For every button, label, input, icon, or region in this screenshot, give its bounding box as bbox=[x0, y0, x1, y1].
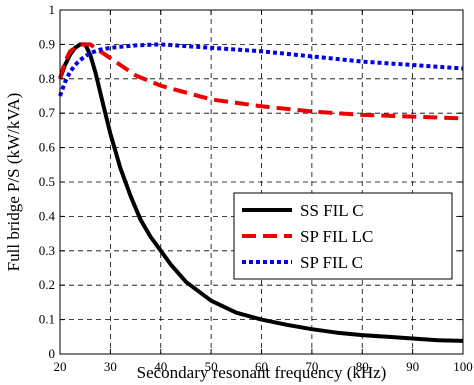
x-tick-label: 20 bbox=[54, 359, 67, 374]
y-tick-label: 0.1 bbox=[39, 312, 55, 327]
x-tick-label: 100 bbox=[453, 359, 473, 374]
x-tick-label: 70 bbox=[305, 359, 318, 374]
series-lines bbox=[58, 42, 464, 343]
x-tick-label: 90 bbox=[406, 359, 419, 374]
y-tick-label: 0.5 bbox=[39, 174, 55, 189]
axis-ticks: 20 30 40 50 60 70 80 90 100 0 0.1 0.2 0.3 0.4 0.5 0.6 0.… bbox=[39, 2, 473, 374]
y-tick-label: 1 bbox=[49, 2, 56, 17]
y-tick-label: 0.8 bbox=[39, 71, 55, 86]
y-axis-label: Full bridge P/S (kW/kVA) bbox=[4, 93, 23, 272]
y-tick-label: 0.9 bbox=[39, 36, 55, 51]
y-tick-label: 0 bbox=[49, 346, 56, 361]
series-line-sp-fil-lc bbox=[58, 42, 464, 121]
y-tick-label: 0.6 bbox=[39, 140, 56, 155]
y-tick-label: 0.2 bbox=[39, 277, 55, 292]
y-tick-label: 0.4 bbox=[39, 208, 56, 223]
y-tick-label: 0.7 bbox=[39, 105, 56, 120]
x-tick-label: 80 bbox=[356, 359, 369, 374]
x-tick-label: 30 bbox=[104, 359, 117, 374]
x-axis-label: Secondary resonant frequency (kHz) bbox=[137, 363, 387, 382]
x-tick-label: 50 bbox=[205, 359, 218, 374]
x-tick-label: 60 bbox=[255, 359, 268, 374]
legend-label: SP FIL LC bbox=[300, 227, 373, 246]
x-tick-label: 40 bbox=[154, 359, 167, 374]
legend-label: SP FIL C bbox=[300, 253, 363, 272]
legend-label: SS FIL C bbox=[300, 201, 364, 220]
series-line-sp-fil-c bbox=[58, 42, 464, 97]
y-tick-label: 0.3 bbox=[39, 243, 55, 258]
legend: SS FIL C SP FIL LC SP FIL C bbox=[233, 192, 453, 280]
